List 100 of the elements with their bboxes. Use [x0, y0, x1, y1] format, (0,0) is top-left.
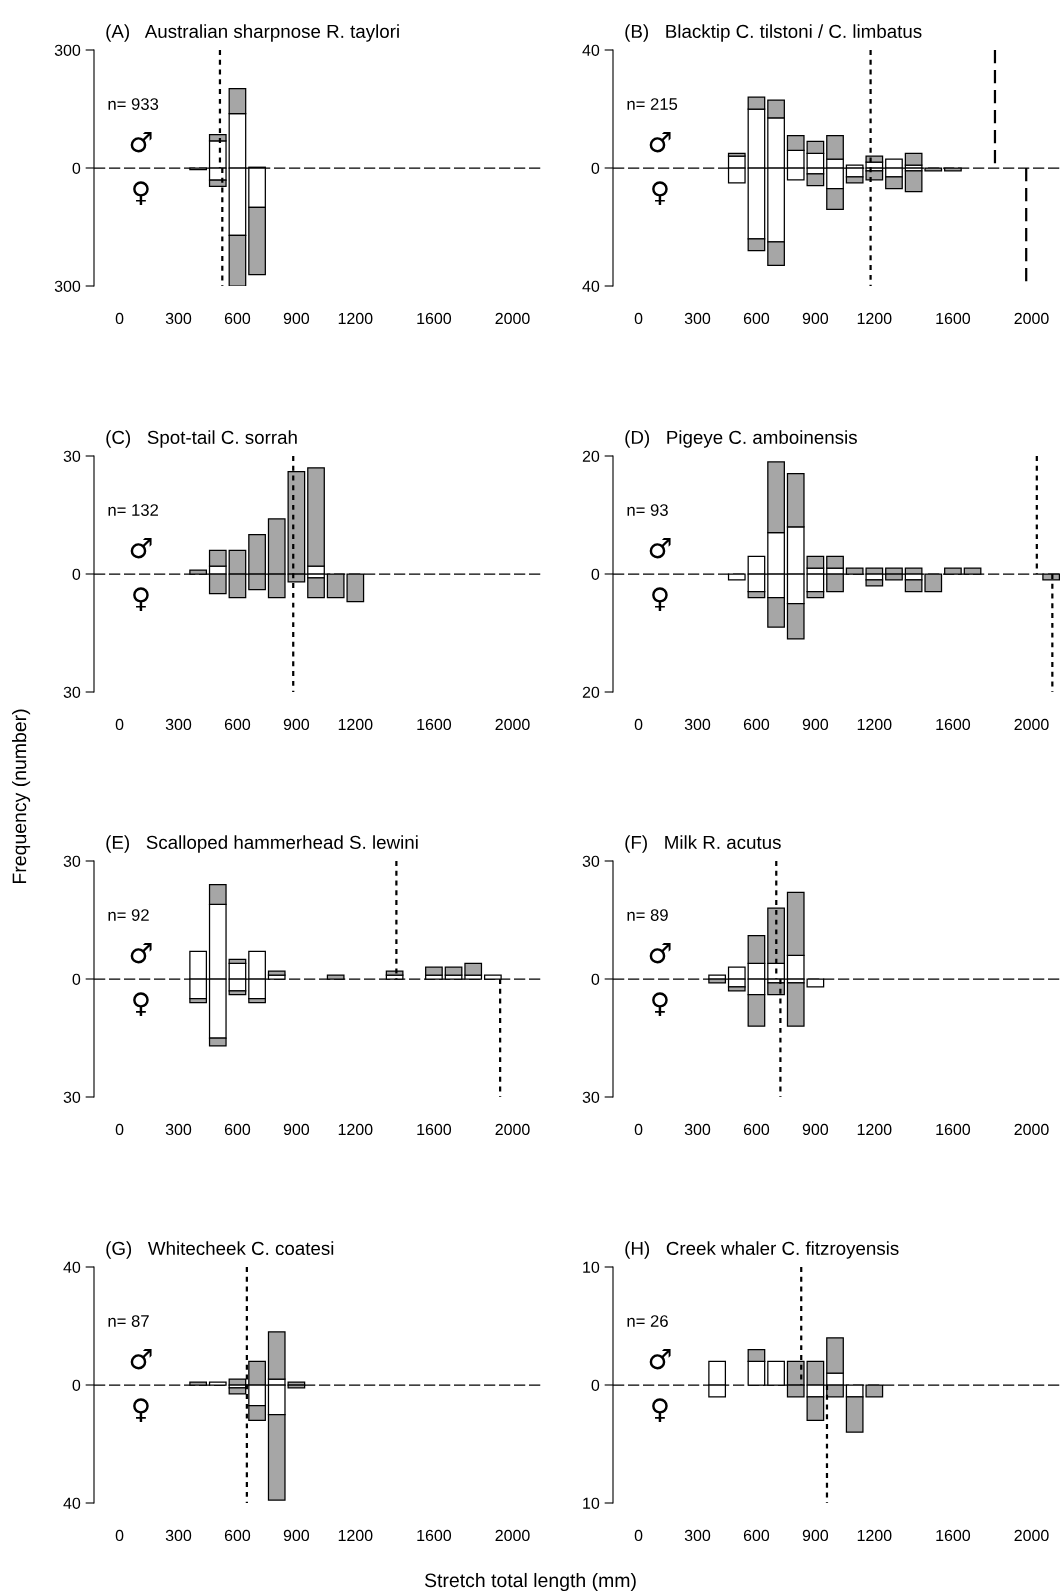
- x-tick-label: 1600: [417, 1123, 452, 1136]
- annotation: ♂: [649, 1349, 671, 1370]
- y-tick-label: 10: [583, 1497, 600, 1509]
- x-tick-label: 300: [684, 312, 711, 325]
- x-tick-label: 600: [743, 312, 770, 325]
- x-tick-label: 1600: [936, 312, 971, 325]
- y-tick-label: 300: [54, 44, 81, 56]
- y-tick-label: 30: [63, 686, 81, 698]
- x-tick-label: 300: [165, 1123, 192, 1136]
- annotation: ♀: [652, 181, 668, 206]
- annotation: n= 215: [627, 98, 678, 110]
- x-tick-label: 600: [224, 1529, 251, 1542]
- annotation: ♂: [130, 132, 152, 153]
- annotation: ♀: [652, 1398, 668, 1423]
- x-tick-label: 600: [224, 312, 251, 325]
- y-tick-label: 40: [582, 280, 600, 292]
- x-tick-label: 1600: [417, 718, 452, 731]
- x-tick-label: 300: [684, 1123, 711, 1136]
- annotation: ♂: [130, 943, 152, 964]
- y-tick-label: 0: [72, 973, 81, 985]
- annotation: n= 26: [627, 1315, 668, 1327]
- x-tick-label: 1600: [936, 718, 971, 731]
- annotation: n= 93: [627, 504, 668, 516]
- annotation: ♀: [652, 587, 668, 612]
- x-tick-label: 900: [802, 312, 829, 325]
- annotation: n= 87: [108, 1315, 149, 1327]
- x-tick-label: 1200: [338, 1123, 373, 1136]
- x-tick-label: 2000: [1014, 1529, 1049, 1542]
- y-tick-label: 30: [582, 855, 600, 867]
- annotation: ♂: [649, 943, 671, 964]
- x-tick-label: 1200: [857, 312, 892, 325]
- x-tick-label: 300: [165, 312, 192, 325]
- y-tick-label: 0: [72, 568, 81, 580]
- y-tick-label: 40: [63, 1497, 81, 1509]
- annotation: ♀: [652, 992, 668, 1017]
- x-tick-label: 900: [283, 718, 310, 731]
- y-tick-label: 300: [54, 280, 81, 292]
- chart-title: (A) Australian sharpnose R. taylori: [106, 24, 399, 42]
- x-tick-label: 600: [743, 1123, 770, 1136]
- x-tick-label: 2000: [1014, 718, 1049, 731]
- annotation: ♂: [130, 538, 152, 559]
- y-tick-label: 30: [63, 855, 81, 867]
- x-tick-label: 0: [115, 1529, 124, 1542]
- annotation: ♂: [130, 1349, 152, 1370]
- x-tick-label: 900: [283, 1123, 310, 1136]
- x-tick-label: 900: [802, 718, 829, 731]
- x-tick-label: 0: [115, 312, 124, 325]
- annotation: n= 92: [108, 909, 149, 921]
- chart-title: (B) Blacktip C. tilstoni / C. limbatus: [625, 24, 922, 42]
- annotation: n= 132: [108, 504, 159, 516]
- x-tick-label: 600: [743, 1529, 770, 1542]
- y-tick-label: 30: [63, 1091, 81, 1103]
- annotation: ♀: [133, 181, 149, 206]
- x-tick-label: 1200: [857, 718, 892, 731]
- x-tick-label: 1200: [338, 312, 373, 325]
- x-tick-label: 2000: [1014, 312, 1049, 325]
- y-axis-title: Frequency (number): [12, 709, 31, 883]
- x-tick-label: 300: [684, 1529, 711, 1542]
- chart-title: (C) Spot-tail C. sorrah: [106, 430, 297, 448]
- y-tick-label: 0: [591, 973, 600, 985]
- x-tick-label: 1200: [338, 718, 373, 731]
- x-tick-label: 300: [165, 718, 192, 731]
- y-tick-label: 0: [591, 1379, 600, 1391]
- x-tick-label: 0: [634, 312, 643, 325]
- x-tick-label: 1600: [936, 1529, 971, 1542]
- y-tick-label: 30: [582, 1091, 600, 1103]
- y-tick-label: 20: [582, 450, 600, 462]
- chart-title: (D) Pigeye C. amboinensis: [625, 430, 857, 448]
- y-tick-label: 0: [72, 162, 81, 174]
- x-tick-label: 0: [634, 1529, 643, 1542]
- x-tick-label: 900: [283, 1529, 310, 1542]
- y-tick-label: 0: [72, 1379, 81, 1391]
- chart-title: (F) Milk R. acutus: [625, 835, 781, 853]
- x-tick-label: 0: [634, 718, 643, 731]
- x-tick-label: 1600: [417, 1529, 452, 1542]
- annotation: ♀: [133, 587, 149, 612]
- chart-title: (E) Scalloped hammerhead S. lewini: [106, 835, 418, 853]
- y-tick-label: 10: [583, 1261, 600, 1273]
- x-tick-label: 1600: [936, 1123, 971, 1136]
- annotation: ♀: [133, 1398, 149, 1423]
- annotation: ♂: [649, 538, 671, 559]
- annotation: ♂: [649, 132, 671, 153]
- x-tick-label: 600: [743, 718, 770, 731]
- x-tick-label: 0: [115, 718, 124, 731]
- y-tick-label: 20: [582, 686, 600, 698]
- x-tick-label: 300: [165, 1529, 192, 1542]
- x-tick-label: 2000: [495, 312, 530, 325]
- annotation: n= 89: [627, 909, 668, 921]
- x-tick-label: 0: [115, 1123, 124, 1136]
- x-tick-label: 0: [634, 1123, 643, 1136]
- y-tick-label: 40: [63, 1261, 81, 1273]
- x-tick-label: 600: [224, 1123, 251, 1136]
- x-tick-label: 300: [684, 718, 711, 731]
- x-tick-label: 2000: [1014, 1123, 1049, 1136]
- y-tick-label: 0: [591, 568, 600, 580]
- x-tick-label: 1200: [338, 1529, 373, 1542]
- y-tick-label: 0: [591, 162, 600, 174]
- x-tick-label: 600: [224, 718, 251, 731]
- x-tick-label: 1200: [857, 1123, 892, 1136]
- x-tick-label: 2000: [495, 1529, 530, 1542]
